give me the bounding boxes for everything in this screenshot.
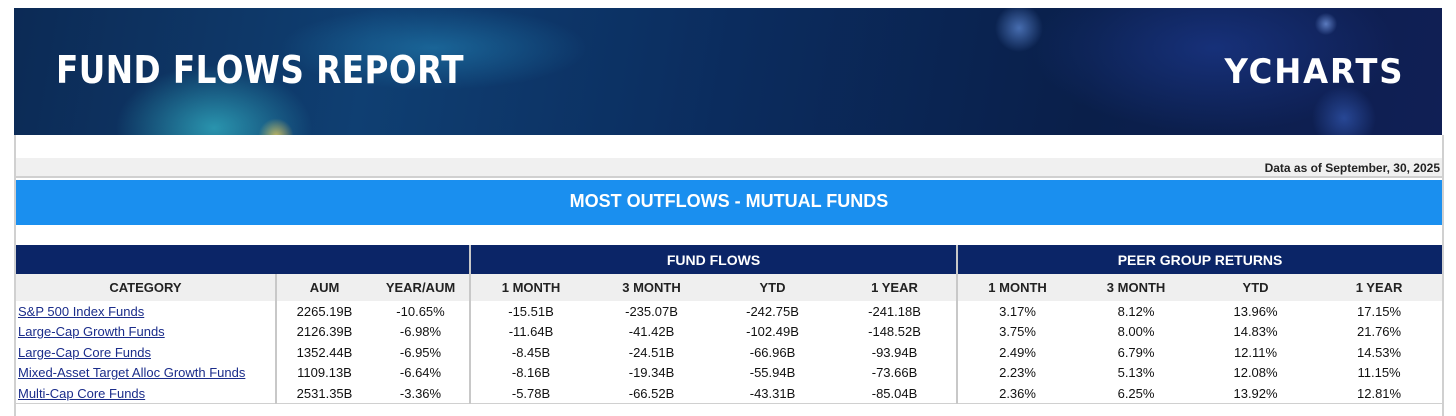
as-of-bar: Data as of September, 30, 2025 <box>16 158 1442 178</box>
flows-ytd-cell: -66.96B <box>749 344 796 360</box>
aum-cell: 1109.13B <box>297 365 352 381</box>
year-aum-cell: -3.36% <box>372 383 472 404</box>
returns-ytd-cell: 12.11% <box>1233 344 1278 360</box>
flows-ytd-cell: -102.49B <box>746 324 799 340</box>
flows-3-month-cell: -19.34B <box>628 365 675 381</box>
col-header-flows-ytd: YTD <box>712 274 834 301</box>
as-of-date: Data as of September, 30, 2025 <box>1264 161 1440 175</box>
year-aum-cell: -6.64% <box>372 362 472 383</box>
returns-3-month-cell: 5.13% <box>1117 365 1155 381</box>
returns-3-month-cell: 6.25% <box>1077 383 1196 404</box>
flows-1-year-cell: -241.18B <box>833 301 959 322</box>
group-header-fund-flows: FUND FLOWS <box>470 245 959 274</box>
flows-3-month-cell: -41.42B <box>628 324 675 340</box>
returns-ytd-cell: 13.92% <box>1195 383 1317 404</box>
category-cell: S&P 500 Index Funds <box>16 301 277 322</box>
year-aum-cell: -6.98% <box>372 321 472 342</box>
col-header-category: CATEGORY <box>16 274 277 301</box>
flows-1-month-cell: -8.16B <box>511 365 551 381</box>
category-link[interactable]: Multi-Cap Core Funds <box>18 385 146 401</box>
flows-3-month-cell: -235.07B <box>625 303 678 319</box>
category-cell: Mixed-Asset Target Alloc Growth Funds <box>16 362 277 383</box>
aum-cell: 2126.39B <box>296 324 353 340</box>
section-title: MOST OUTFLOWS - MUTUAL FUNDS <box>569 191 889 211</box>
table-body: S&P 500 Index Funds 2265.19B -10.65% -15.51… <box>16 301 1443 404</box>
report-title: FUND FLOWS REPORT <box>56 48 464 92</box>
flows-3-month-cell: -66.52B <box>591 383 713 404</box>
fund-flows-table-container: FUND FLOWS PEER GROUP RETURNS CATEGORY A… <box>16 245 1443 404</box>
returns-3-month-cell: 6.79% <box>1117 344 1155 360</box>
table-row: Multi-Cap Core Funds 2531.35B -3.36% -5.78B… <box>16 383 1443 404</box>
returns-1-year-cell: 14.53% <box>1357 344 1402 360</box>
year-aum-cell: -10.65% <box>372 301 472 322</box>
category-link[interactable]: Large-Cap Core Funds <box>18 344 151 360</box>
flows-1-year-cell: -93.94B <box>833 342 959 363</box>
returns-1-year-cell: 17.15% <box>1357 303 1402 319</box>
aum-cell: 2265.19B <box>296 303 353 319</box>
returns-1-year-cell: 21.76% <box>1357 324 1402 340</box>
flows-1-year-cell: -148.52B <box>833 321 959 342</box>
flows-1-month-cell: -5.78B <box>470 383 592 404</box>
ycharts-logo: YCHARTS <box>1224 52 1404 92</box>
report-banner: FUND FLOWS REPORT YCHARTS <box>14 8 1442 135</box>
flows-3-month-cell: -24.51B <box>628 344 675 360</box>
returns-1-month-cell: 2.36% <box>957 383 1078 404</box>
column-header-row: CATEGORY AUM YEAR/AUM 1 MONTH 3 MONTH YT… <box>16 274 1443 301</box>
category-link[interactable]: Large-Cap Growth Funds <box>18 324 165 340</box>
section-header: MOST OUTFLOWS - MUTUAL FUNDS <box>16 180 1442 225</box>
returns-3-month-cell: 8.00% <box>1117 324 1155 340</box>
returns-3-month-cell: 8.12% <box>1117 303 1155 319</box>
col-header-returns-1-month: 1 MONTH <box>957 274 1078 301</box>
category-link[interactable]: S&P 500 Index Funds <box>18 303 145 319</box>
col-header-returns-3-month: 3 MONTH <box>1077 274 1196 301</box>
returns-ytd-cell: 13.96% <box>1233 303 1278 319</box>
table-row: Large-Cap Growth Funds 2126.39B -6.98% -11.… <box>16 321 1442 342</box>
category-link[interactable]: Mixed-Asset Target Alloc Growth Funds <box>18 365 246 381</box>
table-row: Large-Cap Core Funds 1352.44B -6.95% -8.45B… <box>16 342 1442 363</box>
flows-1-year-cell: -85.04B <box>833 383 959 404</box>
year-aum-cell: -6.95% <box>372 342 472 363</box>
returns-1-month-cell: 3.17% <box>999 303 1036 319</box>
col-header-returns-ytd: YTD <box>1195 274 1317 301</box>
col-header-year-aum: YEAR/AUM <box>372 274 472 301</box>
flows-ytd-cell: -43.31B <box>712 383 834 404</box>
returns-ytd-cell: 12.08% <box>1233 365 1278 381</box>
returns-1-month-cell: 2.23% <box>999 365 1036 381</box>
flows-ytd-cell: -242.75B <box>746 303 799 319</box>
returns-1-month-cell: 3.75% <box>999 324 1036 340</box>
flows-1-month-cell: -11.64B <box>508 324 554 340</box>
table-row: S&P 500 Index Funds 2265.19B -10.65% -15.51… <box>16 301 1442 322</box>
col-header-flows-3-month: 3 MONTH <box>591 274 713 301</box>
aum-cell: 1352.44B <box>296 344 353 360</box>
aum-cell: 2531.35B <box>276 383 372 404</box>
flows-1-year-cell: -73.66B <box>833 362 959 383</box>
flows-1-month-cell: -15.51B <box>508 303 554 319</box>
category-cell: Large-Cap Growth Funds <box>16 321 277 342</box>
group-header-row: FUND FLOWS PEER GROUP RETURNS <box>16 245 1443 274</box>
returns-1-year-cell: 11.15% <box>1357 365 1401 381</box>
col-header-flows-1-year: 1 YEAR <box>833 274 959 301</box>
flows-1-month-cell: -8.45B <box>511 344 551 360</box>
category-cell: Large-Cap Core Funds <box>16 342 277 363</box>
group-header-blank <box>16 245 472 274</box>
fund-flows-table: FUND FLOWS PEER GROUP RETURNS CATEGORY A… <box>16 245 1443 404</box>
returns-1-year-cell: 12.81% <box>1316 383 1443 404</box>
col-header-aum: AUM <box>276 274 372 301</box>
returns-1-month-cell: 2.49% <box>999 344 1036 360</box>
report-frame <box>14 135 1444 416</box>
flows-ytd-cell: -55.94B <box>749 365 796 381</box>
col-header-returns-1-year: 1 YEAR <box>1316 274 1443 301</box>
group-header-peer-returns: PEER GROUP RETURNS <box>957 245 1443 274</box>
table-row: Mixed-Asset Target Alloc Growth Funds 110… <box>16 362 1442 383</box>
category-cell: Multi-Cap Core Funds <box>16 383 277 404</box>
col-header-flows-1-month: 1 MONTH <box>470 274 592 301</box>
returns-ytd-cell: 14.83% <box>1233 324 1278 340</box>
